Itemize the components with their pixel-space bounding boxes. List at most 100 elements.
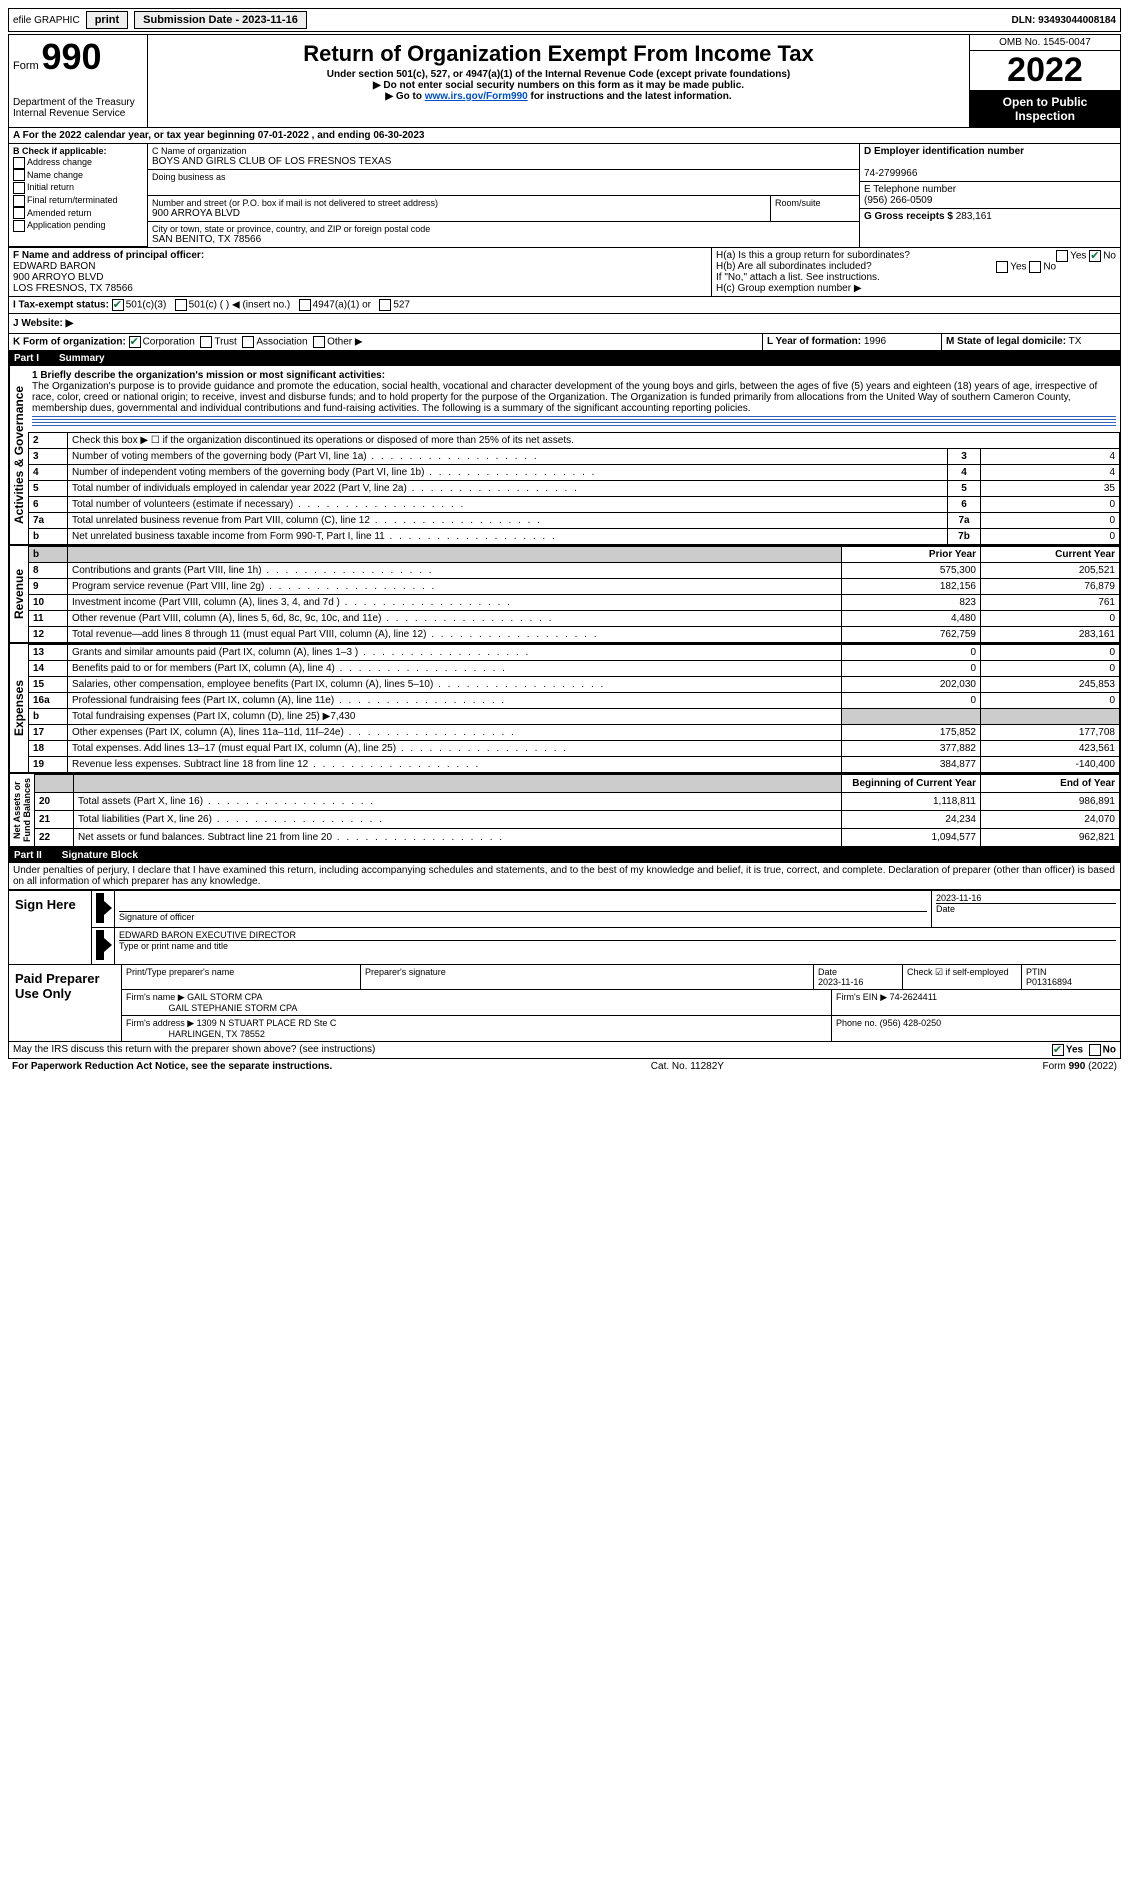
irs-link[interactable]: www.irs.gov/Form990 [425, 91, 528, 102]
officer-printed-name: EDWARD BARON EXECUTIVE DIRECTOR [119, 930, 1116, 941]
amended-return-label: Amended return [27, 208, 92, 218]
preparer-sig-label: Preparer's signature [361, 965, 814, 989]
ptin-value: P01316894 [1026, 977, 1072, 987]
city-label: City or town, state or province, country… [152, 224, 855, 234]
mission-text: The Organization's purpose is to provide… [32, 381, 1097, 414]
firm-ein: 74-2624411 [890, 992, 937, 1002]
address-change-checkbox[interactable] [13, 157, 25, 169]
dept-label: Department of the Treasury [13, 97, 143, 108]
l-label: L Year of formation: [767, 336, 861, 347]
501c-label: 501(c) ( ) ◀ (insert no.) [189, 300, 291, 311]
sig-date: 2023-11-16 [936, 893, 1116, 904]
final-return-label: Final return/terminated [27, 195, 118, 205]
501c3-label: 501(c)(3) [126, 300, 167, 311]
name-change-checkbox[interactable] [13, 169, 25, 181]
paid-preparer-block: Paid Preparer Use Only Print/Type prepar… [8, 965, 1121, 1042]
firm-addr: 1309 N STUART PLACE RD Ste C [197, 1018, 337, 1028]
city-value: SAN BENITO, TX 78566 [152, 234, 855, 245]
discuss-no-checkbox[interactable] [1089, 1044, 1101, 1056]
dln-label: DLN: 93493044008184 [1011, 15, 1116, 26]
activities-governance-label: Activities & Governance [9, 366, 28, 545]
application-pending-label: Application pending [27, 220, 106, 230]
expenses-table: 13Grants and similar amounts paid (Part … [28, 644, 1120, 773]
address-change-label: Address change [27, 157, 92, 167]
year-range: A For the 2022 calendar year, or tax yea… [8, 128, 1121, 144]
firm-phone: (956) 428-0250 [880, 1018, 942, 1028]
subtitle-2: ▶ Do not enter social security numbers o… [152, 80, 965, 91]
ha-label: H(a) Is this a group return for subordin… [716, 250, 910, 261]
firm-addr-label: Firm's address ▶ [126, 1018, 194, 1028]
corp-checkbox[interactable] [129, 336, 141, 348]
part2-header: Part II Signature Block [8, 848, 1121, 863]
hb-no-checkbox[interactable] [1029, 261, 1041, 273]
527-checkbox[interactable] [379, 299, 391, 311]
4947-checkbox[interactable] [299, 299, 311, 311]
hb-yes-checkbox[interactable] [996, 261, 1008, 273]
c-name-label: C Name of organization [152, 146, 855, 156]
revenue-label: Revenue [9, 546, 28, 643]
ha-yes-checkbox[interactable] [1056, 250, 1068, 262]
form-prefix: Form [13, 60, 39, 72]
application-pending-checkbox[interactable] [13, 220, 25, 232]
h-attach: If "No," attach a list. See instructions… [716, 272, 1116, 283]
other-label: Other ▶ [327, 337, 362, 348]
perjury-text: Under penalties of perjury, I declare th… [8, 863, 1121, 890]
goto-post: for instructions and the latest informat… [531, 91, 732, 102]
name-change-label: Name change [27, 170, 83, 180]
street-label: Number and street (or P.O. box if mail i… [152, 198, 766, 208]
initial-return-checkbox[interactable] [13, 182, 25, 194]
discuss-text: May the IRS discuss this return with the… [13, 1044, 1052, 1056]
mission-label: 1 Briefly describe the organization's mi… [32, 370, 385, 381]
form-header: Form 990 Department of the Treasury Inte… [8, 34, 1121, 128]
m-label: M State of legal domicile: [946, 336, 1066, 347]
discuss-yes-checkbox[interactable] [1052, 1044, 1064, 1056]
omb-number: OMB No. 1545-0047 [970, 35, 1120, 51]
firm-phone-label: Phone no. [836, 1018, 877, 1028]
sign-here-label: Sign Here [9, 891, 92, 964]
ha-no-checkbox[interactable] [1089, 250, 1101, 262]
ein-value: 74-2799966 [864, 168, 917, 179]
tax-year: 2022 [970, 51, 1120, 91]
firm-name-label: Firm's name ▶ [126, 992, 185, 1002]
firm-name2: GAIL STEPHANIE STORM CPA [169, 1003, 298, 1013]
assoc-label: Association [256, 337, 307, 348]
part2-title: Signature Block [62, 850, 138, 861]
gross-label: G Gross receipts $ [864, 211, 953, 222]
footer-mid: Cat. No. 11282Y [651, 1061, 724, 1072]
net-assets-table: Beginning of Current YearEnd of Year20To… [34, 774, 1120, 847]
irs-label: Internal Revenue Service [13, 108, 143, 119]
part2-label: Part II [14, 850, 42, 861]
open-public-badge: Open to Public Inspection [970, 91, 1120, 127]
net-assets-label: Net Assets orFund Balances [9, 774, 34, 847]
paid-preparer-label: Paid Preparer Use Only [9, 965, 122, 1041]
submission-date-button[interactable]: Submission Date - 2023-11-16 [134, 11, 307, 29]
final-return-checkbox[interactable] [13, 195, 25, 207]
print-button[interactable]: print [86, 11, 128, 29]
trust-label: Trust [214, 337, 236, 348]
firm-ein-label: Firm's EIN ▶ [836, 992, 887, 1002]
sig-date-label: Date [936, 904, 955, 914]
hc-label: H(c) Group exemption number ▶ [716, 283, 1116, 294]
i-label: I Tax-exempt status: [13, 300, 109, 311]
revenue-table: bPrior YearCurrent Year8Contributions an… [28, 546, 1120, 643]
501c-checkbox[interactable] [175, 299, 187, 311]
part1-title: Summary [59, 353, 105, 364]
501c3-checkbox[interactable] [112, 299, 124, 311]
governance-table: 2Check this box ▶ ☐ if the organization … [28, 432, 1120, 545]
subtitle-1: Under section 501(c), 527, or 4947(a)(1)… [152, 69, 965, 80]
other-checkbox[interactable] [313, 336, 325, 348]
trust-checkbox[interactable] [200, 336, 212, 348]
gross-value: 283,161 [956, 211, 992, 222]
amended-return-checkbox[interactable] [13, 207, 25, 219]
m-value: TX [1069, 336, 1082, 347]
prep-date-label: Date [818, 967, 837, 977]
officer-addr1: 900 ARROYO BLVD [13, 272, 103, 283]
sign-arrow-icon [96, 893, 104, 923]
room-label: Room/suite [775, 198, 855, 208]
org-name: BOYS AND GIRLS CLUB OF LOS FRESNOS TEXAS [152, 156, 855, 167]
b-label: B Check if applicable: [13, 146, 107, 156]
prep-date: 2023-11-16 [818, 977, 863, 987]
name-arrow-icon [96, 930, 104, 960]
assoc-checkbox[interactable] [242, 336, 254, 348]
phone-label: E Telephone number [864, 184, 956, 195]
